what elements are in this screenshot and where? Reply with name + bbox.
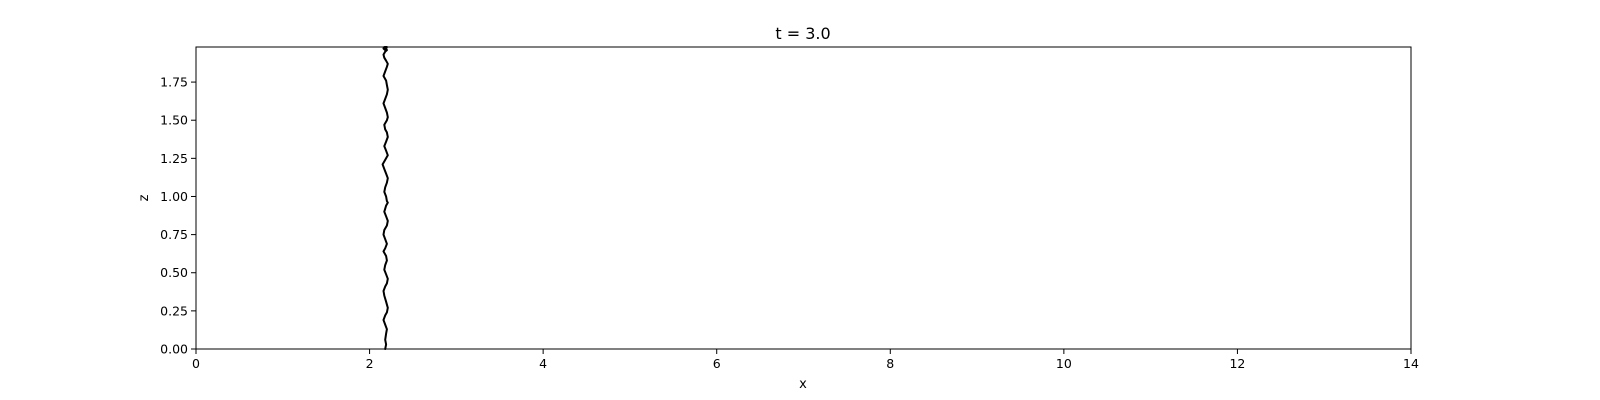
x-tick-label: 0 [192, 356, 200, 371]
y-axis-label: z [137, 194, 152, 201]
x-axis: 0 2 4 6 8 10 12 14 [192, 349, 1419, 371]
plot-area [195, 46, 1412, 350]
plot-frame [195, 46, 1412, 350]
x-tick-label: 12 [1229, 356, 1245, 371]
x-axis-label: x [799, 377, 807, 392]
y-tick-label: 0.75 [160, 227, 188, 242]
x-tick-label: 6 [713, 356, 721, 371]
x-tick-label: 10 [1056, 356, 1072, 371]
x-tick-label: 4 [539, 356, 547, 371]
y-tick-label: 0.00 [160, 342, 188, 357]
x-tick-label: 8 [886, 356, 894, 371]
y-tick-label: 1.50 [160, 113, 188, 128]
y-tick-label: 1.75 [160, 75, 188, 90]
x-tick-label: 14 [1403, 356, 1419, 371]
plot-background [196, 47, 1411, 349]
x-tick-label: 2 [366, 356, 374, 371]
y-tick-label: 0.50 [160, 265, 188, 280]
y-tick-label: 1.00 [160, 189, 188, 204]
y-tick-label: 1.25 [160, 151, 188, 166]
y-tick-label: 0.25 [160, 303, 188, 318]
y-axis: 0.00 0.25 0.50 0.75 1.00 1.25 1.50 1.75 [160, 75, 196, 357]
chart-title: t = 3.0 [775, 24, 830, 43]
series-line [381, 46, 389, 350]
